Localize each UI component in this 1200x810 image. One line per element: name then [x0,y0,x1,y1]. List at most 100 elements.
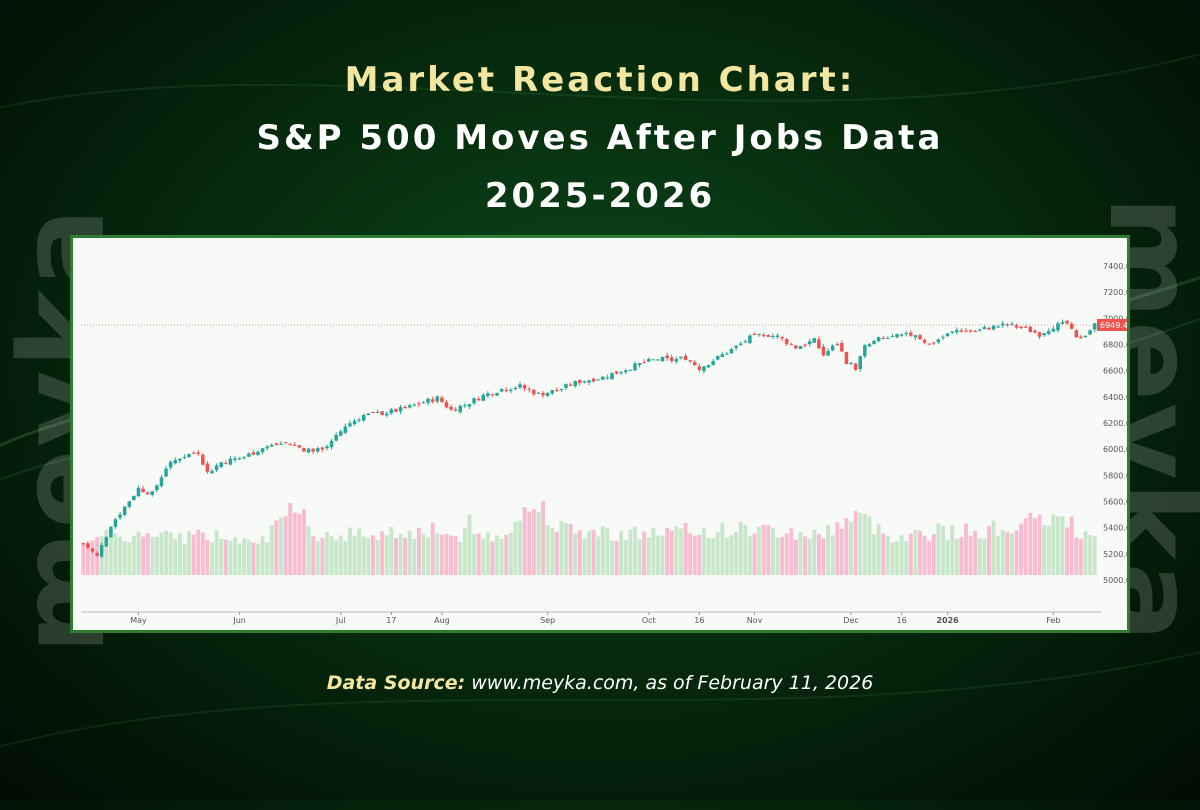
candle-body [826,351,830,356]
candle-body [113,519,118,527]
volume-bar [297,513,302,575]
volume-bar [904,541,909,575]
candle-body [853,363,858,370]
candle-body [1083,335,1088,338]
candle-body [449,406,453,410]
candle-body [430,399,435,402]
candle-body [789,343,794,345]
candle-body [518,384,522,388]
candle-body [807,341,812,345]
volume-bar [780,536,785,575]
volume-bar [862,513,867,575]
candle-body [412,404,417,406]
volume-bar [251,542,256,575]
volume-bar [122,541,127,575]
volume-bar [922,535,927,575]
chart-title-line2: S&P 500 Moves After Jobs Data [256,118,944,158]
candle-body [899,334,904,336]
candle-body [904,333,908,335]
y-tick-label: 6800.0 [1103,341,1127,350]
candle-body [798,346,803,349]
volume-bar [228,540,233,575]
volume-bar [527,511,532,575]
volume-bar [950,525,955,575]
volume-bar [596,536,601,575]
y-tick-label: 7400.0 [1103,262,1127,271]
candle-body [642,362,646,364]
candle-body [164,468,168,477]
candle-body [320,447,325,450]
volume-bar [803,536,807,575]
candle-body [458,405,463,413]
candle-body [771,335,775,337]
volume-bar [692,535,697,575]
volume-bar [642,531,647,575]
candle-body [541,392,545,396]
volume-bar [849,521,853,575]
volume-bar [738,521,743,575]
candle-body [343,426,348,433]
volume-bar [504,534,509,575]
candle-body [817,339,821,349]
candle-body [550,390,554,394]
volume-bar [131,535,136,575]
last-price-label: 6949.4 [1100,321,1127,330]
candle-body [1019,326,1023,328]
x-tick-label: Aug [434,616,450,625]
candle-body [155,485,159,491]
volume-bar [173,539,178,575]
candle-body [201,454,205,465]
volume-bar [968,535,973,575]
candle-body [835,344,839,346]
candle-body [844,351,849,365]
candle-body [757,333,761,335]
volume-bar [775,537,780,575]
volume-bar [830,535,835,575]
volume-bar [265,542,270,575]
volume-bar [895,540,899,575]
candle-body [564,384,568,388]
candle-body [794,345,798,349]
volume-bar [913,529,918,575]
candle-body [1014,325,1019,328]
volume-bar [706,537,711,575]
x-tick-label: Feb [1046,616,1060,625]
candle-body [228,458,233,465]
candle-body [187,453,191,458]
volume-bar [366,538,371,575]
candle-body [596,379,600,381]
candle-body [591,378,596,382]
candle-body [1010,323,1014,325]
volume-bar [145,533,150,575]
candle-body [182,456,187,458]
candle-body [380,411,384,415]
volume-bar [1055,516,1060,575]
candle-body [881,337,885,339]
candle-body [573,381,577,387]
volume-bar [582,538,587,575]
candle-body [624,370,628,373]
candle-body [697,366,702,370]
volume-bar [421,533,426,575]
candle-body [706,365,711,368]
candle-body [876,337,881,342]
y-tick-label: 6600.0 [1103,367,1127,376]
candle-body [628,369,633,371]
volume-bar [375,539,380,575]
volume-bar [292,512,297,575]
candle-body [559,388,564,390]
x-tick-label: Dec [843,616,858,625]
candle-body [601,376,605,380]
candle-body [748,335,752,344]
candle-body [495,392,499,396]
volume-bar [1014,530,1019,575]
candle-body [141,488,145,493]
volume-bar [329,536,334,575]
volume-bar [766,525,771,575]
candle-body [766,335,771,337]
volume-bar [577,530,582,575]
candle-body [178,458,182,461]
candle-body [720,354,725,357]
volume-bar [449,535,454,575]
volume-bar [757,526,762,575]
